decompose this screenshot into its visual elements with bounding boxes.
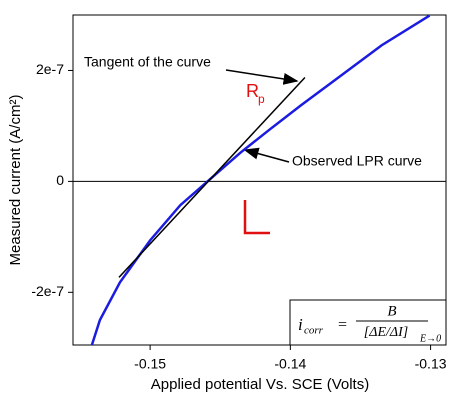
formula-numerator: B — [387, 303, 396, 319]
formula-denominator: [ΔE/ΔI] — [364, 325, 408, 340]
annotation-arrow — [225, 69, 299, 85]
lpr-annotation: Observed LPR curve — [292, 153, 422, 169]
x-tick-label: -0.14 — [274, 356, 306, 372]
y-tick-label: 0 — [56, 172, 64, 188]
y-axis-label: Measured current (A/cm²) — [7, 95, 24, 266]
series-line — [118, 76, 306, 278]
rp-bracket — [243, 200, 270, 235]
plot-frame — [72, 14, 447, 346]
x-tick-label: -0.15 — [134, 356, 166, 372]
formula-lhs: i — [298, 315, 303, 334]
y-tick-label: -2e-7 — [31, 283, 64, 299]
formula-lhs-sub: corr — [304, 325, 324, 337]
x-tick-label: -0.13 — [415, 356, 447, 372]
series-line — [90, 15, 431, 345]
rp-label: R — [246, 81, 259, 101]
y-tick-label: 2e-7 — [36, 61, 64, 77]
formula-equals: = — [338, 317, 347, 334]
annotation-arrow — [243, 147, 290, 163]
tangent-annotation: Tangent of the curve — [84, 54, 211, 70]
rp-subscript: p — [258, 92, 265, 106]
formula-denominator-sub: E→0 — [419, 333, 441, 344]
x-axis-label: Applied potential Vs. SCE (Volts) — [151, 376, 369, 393]
formula-box — [289, 299, 447, 346]
